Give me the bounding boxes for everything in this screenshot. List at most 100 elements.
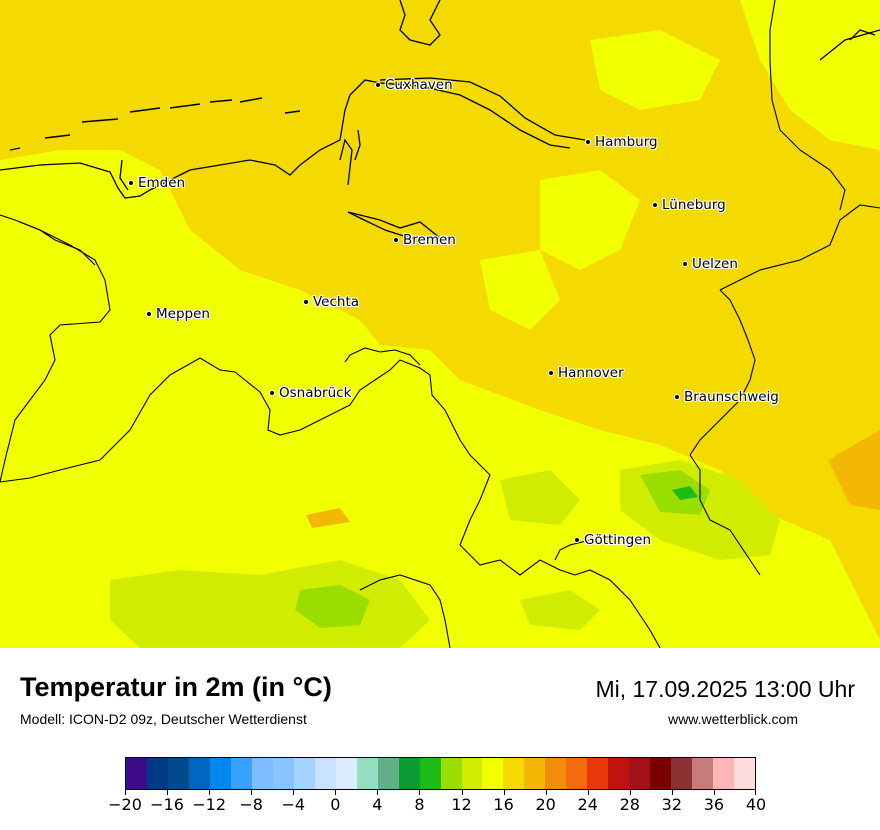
city-label: Meppen bbox=[156, 306, 210, 322]
city-label: Göttingen bbox=[584, 532, 652, 548]
colorbar-segment bbox=[398, 758, 420, 789]
colorbar-tick-label: −20 bbox=[108, 795, 142, 814]
city-hamburg[interactable]: Hamburg bbox=[585, 134, 658, 150]
city-dot-icon bbox=[574, 537, 580, 543]
colorbar-segment bbox=[188, 758, 210, 789]
city-dot-icon bbox=[548, 370, 554, 376]
colorbar-tick bbox=[419, 790, 421, 795]
colorbar-segment bbox=[629, 758, 651, 789]
city-osnabrueck[interactable]: Osnabrück bbox=[269, 385, 351, 401]
colorbar-segment bbox=[692, 758, 714, 789]
city-dot-icon bbox=[393, 237, 399, 243]
colorbar-tick-label: −4 bbox=[281, 795, 306, 814]
city-lueneburg[interactable]: Lüneburg bbox=[652, 197, 726, 213]
colorbar-segment bbox=[734, 758, 756, 789]
city-dot-icon bbox=[128, 180, 134, 186]
colorbar-tick-label: 40 bbox=[745, 795, 767, 814]
city-label: Uelzen bbox=[692, 256, 738, 272]
colorbar-tick-label: 24 bbox=[577, 795, 598, 814]
city-dot-icon bbox=[674, 394, 680, 400]
colorbar-tick bbox=[335, 790, 337, 795]
colorbar-segment bbox=[126, 758, 147, 789]
colorbar-segment bbox=[419, 758, 441, 789]
colorbar-tick-label: −12 bbox=[192, 795, 227, 814]
colorbar-tick-label: 36 bbox=[703, 795, 725, 814]
city-dot-icon bbox=[652, 202, 658, 208]
colorbar-tick bbox=[503, 790, 505, 795]
colorbar-tick bbox=[461, 790, 463, 795]
colorbar-segment bbox=[608, 758, 630, 789]
city-goettingen[interactable]: Göttingen bbox=[574, 532, 651, 548]
colorbar-segment bbox=[251, 758, 273, 789]
colorbar-tick bbox=[167, 790, 169, 795]
colorbar-ticks: −20 −16 −12 −8 −4 0 4 8 12 16 20 24 28 32 36 40 bbox=[108, 790, 766, 830]
colorbar-segment bbox=[356, 758, 378, 789]
city-dot-icon bbox=[269, 390, 275, 396]
city-label: Emden bbox=[138, 175, 186, 191]
colorbar-tick-label: −8 bbox=[239, 795, 263, 814]
colorbar-tick bbox=[587, 790, 589, 795]
colorbar-tick bbox=[251, 790, 253, 795]
city-dot-icon bbox=[375, 82, 381, 88]
city-label: Bremen bbox=[403, 232, 456, 248]
colorbar-tick-label: 20 bbox=[535, 795, 556, 814]
colorbar-segment bbox=[146, 758, 168, 789]
colorbar-tick bbox=[671, 790, 673, 795]
colorbar-tick-label: 32 bbox=[661, 795, 683, 814]
temperature-field-14-16-north bbox=[590, 30, 720, 110]
colorbar-tick-label: 12 bbox=[451, 795, 472, 814]
city-label: Lüneburg bbox=[662, 197, 726, 213]
city-dot-icon bbox=[585, 139, 591, 145]
temperature-map bbox=[0, 0, 880, 648]
temperature-field-12-14-south bbox=[500, 470, 580, 525]
colorbar-segment bbox=[377, 758, 399, 789]
model-source: Modell: ICON-D2 09z, Deutscher Wetterdie… bbox=[20, 711, 307, 727]
colorbar-segment bbox=[545, 758, 567, 789]
temperature-colorbar bbox=[125, 757, 756, 790]
colorbar-segment bbox=[461, 758, 483, 789]
colorbar-segment bbox=[650, 758, 672, 789]
city-dot-icon bbox=[682, 261, 688, 267]
colorbar-tick-label: 0 bbox=[330, 795, 341, 814]
city-dot-icon bbox=[146, 311, 152, 317]
colorbar-segment bbox=[671, 758, 693, 789]
city-label: Braunschweig bbox=[684, 389, 779, 405]
temperature-field-10-12-sauerland bbox=[295, 585, 370, 628]
map-title: Temperatur in 2m (in °C) bbox=[20, 672, 332, 702]
colorbar-tick-label: 8 bbox=[414, 795, 425, 814]
city-label: Vechta bbox=[313, 294, 360, 310]
city-dot-icon bbox=[303, 299, 309, 305]
colorbar-tick bbox=[209, 790, 211, 795]
colorbar-segment bbox=[230, 758, 252, 789]
colorbar-tick bbox=[545, 790, 547, 795]
colorbar-segment bbox=[335, 758, 357, 789]
state-borders bbox=[0, 0, 880, 648]
city-emden[interactable]: Emden bbox=[128, 175, 185, 191]
city-hannover[interactable]: Hannover bbox=[548, 365, 624, 381]
temperature-field-12-14-south2 bbox=[520, 590, 600, 630]
colorbar-segment bbox=[209, 758, 231, 789]
city-label: Osnabrück bbox=[279, 385, 352, 401]
colorbar-segment bbox=[587, 758, 609, 789]
city-meppen[interactable]: Meppen bbox=[146, 306, 210, 322]
colorbar-tick-label: 4 bbox=[372, 795, 383, 814]
temperature-field-14-16-central bbox=[540, 170, 640, 270]
city-cuxhaven[interactable]: Cuxhaven bbox=[375, 77, 453, 93]
website-link[interactable]: www.wetterblick.com bbox=[668, 711, 798, 727]
coastlines bbox=[0, 0, 880, 239]
city-uelzen[interactable]: Uelzen bbox=[682, 256, 738, 272]
colorbar-segment bbox=[503, 758, 525, 789]
colorbar-segment bbox=[314, 758, 336, 789]
colorbar-tick bbox=[377, 790, 379, 795]
city-vechta[interactable]: Vechta bbox=[303, 294, 359, 310]
colorbar-tick-label: 16 bbox=[493, 795, 514, 814]
city-label: Cuxhaven bbox=[385, 77, 453, 93]
colorbar-tick bbox=[293, 790, 295, 795]
forecast-datetime: Mi, 17.09.2025 13:00 Uhr bbox=[595, 676, 855, 702]
city-braunschweig[interactable]: Braunschweig bbox=[674, 389, 779, 405]
colorbar-tick-label: −16 bbox=[150, 795, 184, 814]
colorbar-segment bbox=[713, 758, 735, 789]
colorbar-segment bbox=[167, 758, 189, 789]
city-label: Hamburg bbox=[595, 134, 658, 150]
city-bremen[interactable]: Bremen bbox=[393, 232, 456, 248]
